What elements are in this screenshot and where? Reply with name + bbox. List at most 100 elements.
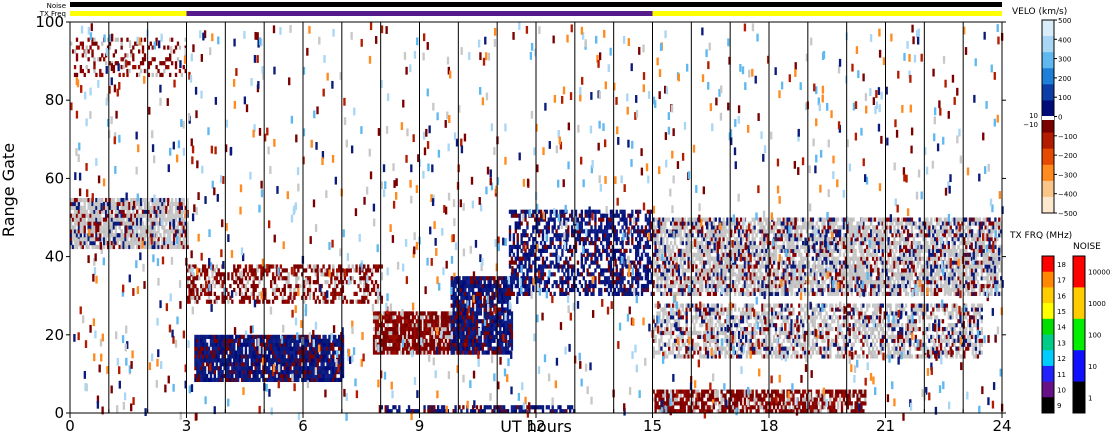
echo-cell: [745, 256, 749, 261]
echo-cell: [683, 260, 686, 265]
echo-cell: [893, 272, 896, 277]
echo-cell: [104, 197, 108, 203]
echo-cell: [992, 256, 995, 261]
echo-cell: [81, 225, 84, 230]
echo-cell: [737, 221, 741, 226]
echo-cell: [796, 319, 799, 324]
echo-cell: [930, 252, 933, 257]
echo-cell: [145, 229, 149, 234]
echo-cell: [883, 240, 886, 246]
echo-cell: [864, 280, 867, 285]
echo-cell: [654, 268, 657, 273]
echo-cell: [743, 229, 747, 234]
echo-cell: [702, 237, 706, 242]
echo-cell: [724, 276, 727, 281]
echo-cell: [751, 237, 754, 242]
echo-cell: [922, 237, 925, 242]
echo-cell: [963, 217, 966, 222]
echo-cell: [920, 291, 923, 296]
echo-cell: [796, 291, 799, 296]
echo-cell: [782, 350, 785, 355]
echo-cell: [93, 237, 96, 242]
echo-cell: [660, 217, 663, 222]
echo-cell: [986, 233, 989, 238]
echo-cell: [710, 287, 714, 293]
echo-cell: [699, 268, 702, 273]
echo-cell: [295, 276, 298, 281]
echo-cell: [982, 276, 985, 281]
echo-cell: [782, 272, 785, 277]
echo-cell: [668, 319, 671, 324]
echo-cell: [666, 291, 669, 296]
echo-cell: [802, 256, 805, 261]
echo-cell: [862, 264, 865, 269]
echo-cell: [662, 225, 665, 230]
echo-cell: [974, 217, 978, 222]
echo-cell: [710, 323, 714, 328]
echo-cell: [749, 264, 752, 269]
echo-cell: [807, 225, 811, 230]
echo-cell: [893, 354, 896, 359]
echo-cell: [159, 201, 162, 207]
echo-cell: [722, 280, 725, 285]
echo-cell: [314, 299, 317, 304]
echo-cell: [805, 225, 809, 230]
echo-cell: [889, 280, 892, 285]
echo-cell: [685, 225, 688, 230]
echo-cell: [774, 280, 778, 285]
echo-cell: [910, 276, 914, 281]
echo-cell: [846, 252, 850, 257]
echo-cell: [918, 221, 921, 226]
echo-cell: [190, 264, 193, 269]
echo-cell: [790, 323, 793, 328]
echo-cell: [829, 346, 832, 351]
echo-cell: [664, 229, 667, 234]
echo-cell: [145, 225, 149, 230]
echo-cell: [838, 315, 842, 320]
echo-cell: [990, 268, 993, 273]
echo-cell: [951, 217, 954, 222]
echo-cell: [875, 237, 879, 242]
echo-cell: [295, 283, 298, 289]
echo-cell: [885, 217, 888, 222]
echo-cell: [739, 350, 743, 355]
echo-cell: [840, 244, 844, 250]
echo-cell: [972, 264, 976, 269]
echo-cell: [337, 280, 341, 285]
echo-cell: [724, 256, 727, 261]
echo-cell: [796, 233, 799, 238]
echo-cell: [842, 233, 846, 238]
echo-cell: [141, 233, 145, 238]
echo-cell: [735, 225, 739, 230]
echo-cell: [904, 256, 908, 261]
echo-cell: [978, 240, 982, 246]
echo-cell: [800, 244, 803, 250]
echo-cell: [875, 240, 879, 246]
echo-cell: [683, 233, 686, 238]
echo-cell: [122, 201, 125, 207]
echo-cell: [706, 276, 710, 281]
echo-cell: [807, 264, 811, 269]
echo-cell: [118, 233, 121, 238]
echo-cell: [743, 256, 747, 261]
echo-cell: [885, 315, 888, 320]
echo-cell: [858, 233, 861, 238]
echo-cell: [935, 248, 939, 253]
echo-cell: [796, 283, 799, 289]
echo-cell: [654, 252, 657, 257]
echo-cell: [83, 213, 86, 218]
echo-cell: [110, 213, 114, 218]
echo-cell: [751, 244, 754, 250]
echo-cell: [809, 280, 813, 285]
echo-cell: [685, 244, 688, 250]
echo-cell: [673, 303, 677, 308]
echo-cell: [91, 225, 94, 230]
echo-cell: [1000, 264, 1003, 269]
echo-cell: [755, 252, 758, 257]
echo-cell: [718, 280, 721, 285]
echo-cell: [864, 229, 867, 234]
echo-cell: [836, 272, 840, 277]
echo-cell: [749, 334, 752, 340]
echo-cell: [106, 233, 110, 238]
